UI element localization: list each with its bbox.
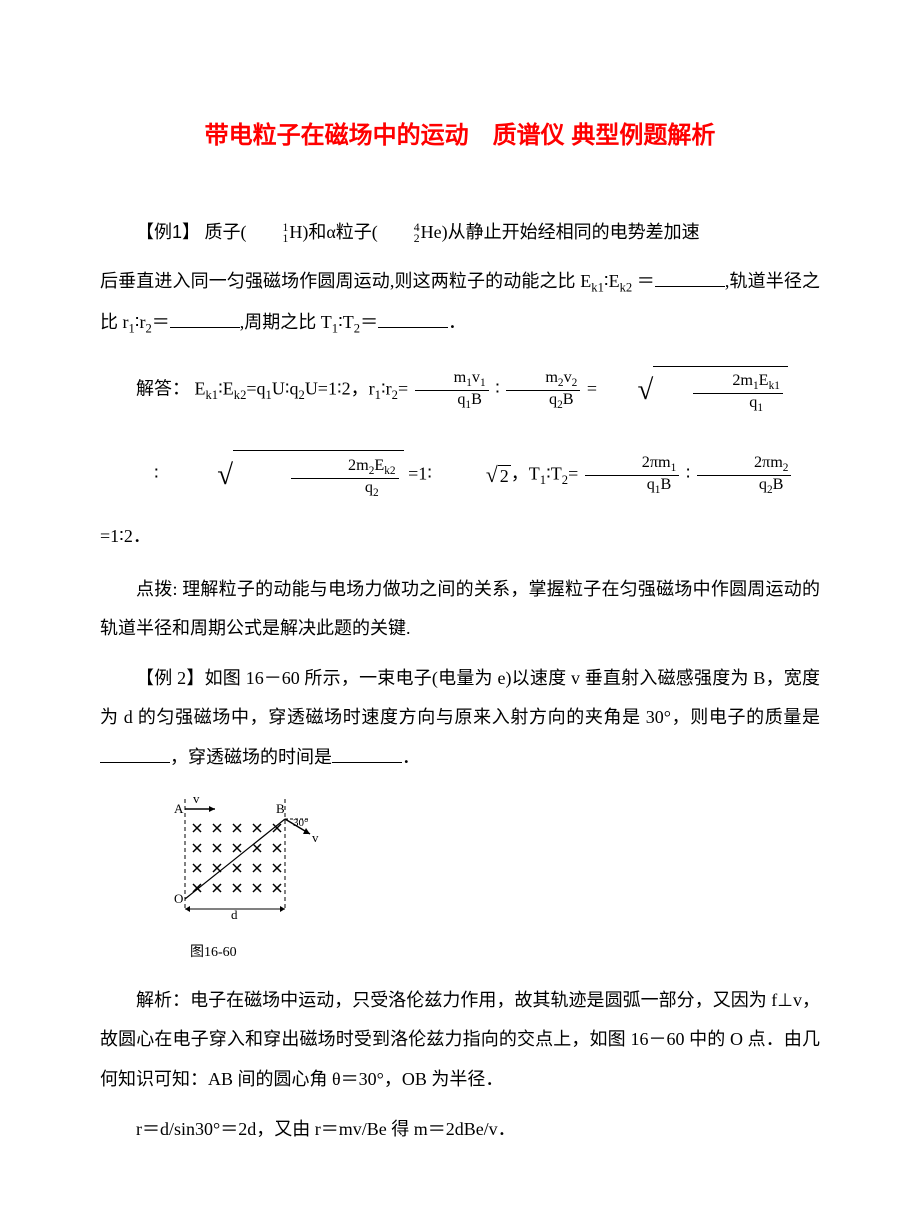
example2-label: 【例 2】 — [136, 668, 205, 688]
fraction: 2πm1q1B — [585, 454, 680, 496]
label-d: d — [231, 907, 238, 919]
formula2: r＝d/sin30°＝2d，又由 r＝mv/Be 得 m＝2dBe/v． — [100, 1110, 820, 1150]
example1-stem2: 后垂直进入同一匀强磁场作圆周运动,则这两粒子的动能之比 Ek1∶Ek2 ＝,轨道… — [100, 262, 820, 343]
blank — [655, 268, 725, 287]
label-v-right: v — [312, 830, 319, 845]
blank — [378, 309, 448, 328]
label-O: O — [174, 891, 183, 906]
physics-diagram: A v B 30° v O d — [160, 789, 325, 919]
solution-label: 解答： — [136, 379, 190, 399]
label-angle: 30° — [293, 817, 308, 829]
figure-16-60: A v B 30° v O d 图16-60 — [160, 789, 820, 968]
isotope-h: 11 — [247, 223, 289, 244]
hint1: 点拨: 理解粒子的动能与电场力做功之间的关系，掌握粒子在匀强磁场中作圆周运动的轨… — [100, 570, 820, 649]
text: 质子( — [205, 222, 247, 242]
example2-stem: 【例 2】如图 16－60 所示，一束电子(电量为 e)以速度 v 垂直射入磁感… — [100, 659, 820, 778]
solution1-line2: ∶ √2m2Ek2q2 =1∶√2，T1∶T2= 2πm1q1B ∶ 2πm2q… — [100, 438, 820, 560]
example1-label: 【例1】 — [136, 222, 200, 242]
isotope-he: 42 — [378, 223, 420, 244]
label-A: A — [174, 801, 184, 816]
blank — [332, 744, 402, 763]
figure-caption: 图16-60 — [190, 938, 820, 969]
sqrt: √2m2Ek2q2 — [163, 438, 403, 513]
label-B: B — [276, 801, 285, 816]
page-title: 带电粒子在磁场中的运动 质谱仪 典型例题解析 — [100, 110, 820, 163]
solution1-line1: 解答： Ek1∶Ek2=q1U∶q2U=1∶2，r1∶r2= m1v1q1B ∶… — [100, 353, 820, 428]
label-v-top: v — [193, 791, 200, 806]
example1-stem: 【例1】 质子(11H)和α粒子(42He)从静止开始经相同的电势差加速 — [100, 213, 820, 253]
analysis2: 解析：电子在磁场中运动，只受洛伦兹力作用，故其轨迹是圆弧一部分，又因为 f⊥v，… — [100, 981, 820, 1100]
sqrt: √2m1Ek1q1 — [602, 353, 788, 428]
fraction: 2πm2q2B — [697, 454, 792, 496]
blank — [170, 309, 240, 328]
fraction: m2v2q2B — [506, 369, 580, 411]
blank — [100, 744, 170, 763]
fraction: m1v1q1B — [415, 369, 489, 411]
